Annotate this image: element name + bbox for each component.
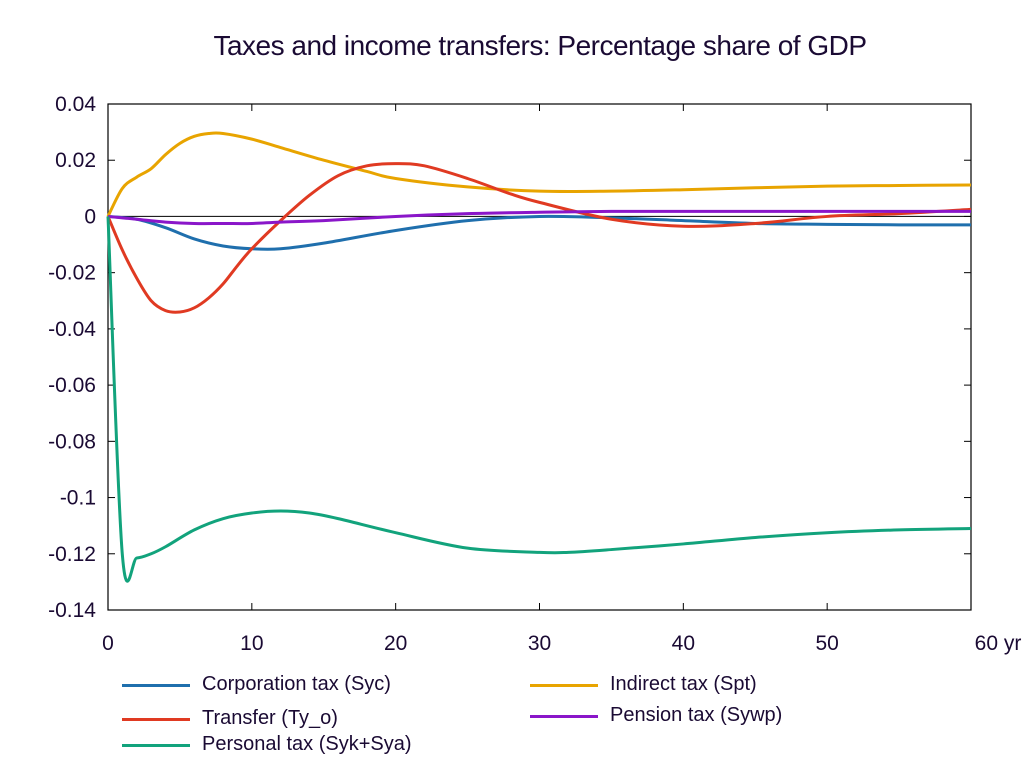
y-tick-label: 0.04 [55, 93, 96, 116]
legend-label: Transfer (Ty_o) [202, 707, 338, 729]
y-tick-label: 0 [84, 205, 96, 228]
x-tick-label: 40 [672, 632, 695, 655]
y-tick-label: -0.04 [48, 318, 96, 341]
legend-swatch [530, 715, 598, 718]
legend-label: Corporation tax (Syc) [202, 673, 391, 695]
legend-swatch [530, 684, 598, 687]
legend-swatch [122, 718, 190, 721]
legend-label: Indirect tax (Spt) [610, 673, 757, 695]
series-line-personal-tax-syk-sya [106, 216, 972, 583]
chart-title: Taxes and income transfers: Percentage s… [213, 30, 867, 61]
x-tick-label: 60 yr [975, 632, 1022, 655]
y-tick-label: -0.06 [48, 374, 96, 397]
y-tick-label: -0.08 [48, 430, 96, 453]
x-tick-label: 10 [240, 632, 263, 655]
legend-label: Personal tax (Syk+Sya) [202, 733, 412, 755]
plot-frame [107, 103, 972, 611]
line-chart: 0.04 0.02 0 -0.02 -0.04 -0.06 -0.08 -0.1 -0.12 -0… [48, 93, 1022, 655]
series-line-transfer-ty-o [106, 162, 972, 314]
series-line-corporation-tax-syc [107, 214, 972, 251]
x-tick-label: 0 [102, 632, 114, 655]
x-tick-label: 30 [528, 632, 551, 655]
y-tick-label: -0.02 [48, 262, 96, 285]
x-tick-label: 50 [815, 632, 838, 655]
x-tick-label: 20 [384, 632, 407, 655]
series-line-indirect-tax-spt [106, 131, 972, 218]
legend-swatch [122, 684, 190, 687]
y-tick-label: 0.02 [55, 149, 96, 172]
series-line-pension-tax-sywp [107, 209, 971, 226]
legend-label: Pension tax (Sywp) [610, 704, 783, 726]
y-tick-label: -0.14 [48, 599, 96, 622]
y-tick-label: -0.12 [48, 543, 96, 566]
y-tick-label: -0.1 [60, 487, 96, 510]
legend-swatch [122, 744, 190, 747]
